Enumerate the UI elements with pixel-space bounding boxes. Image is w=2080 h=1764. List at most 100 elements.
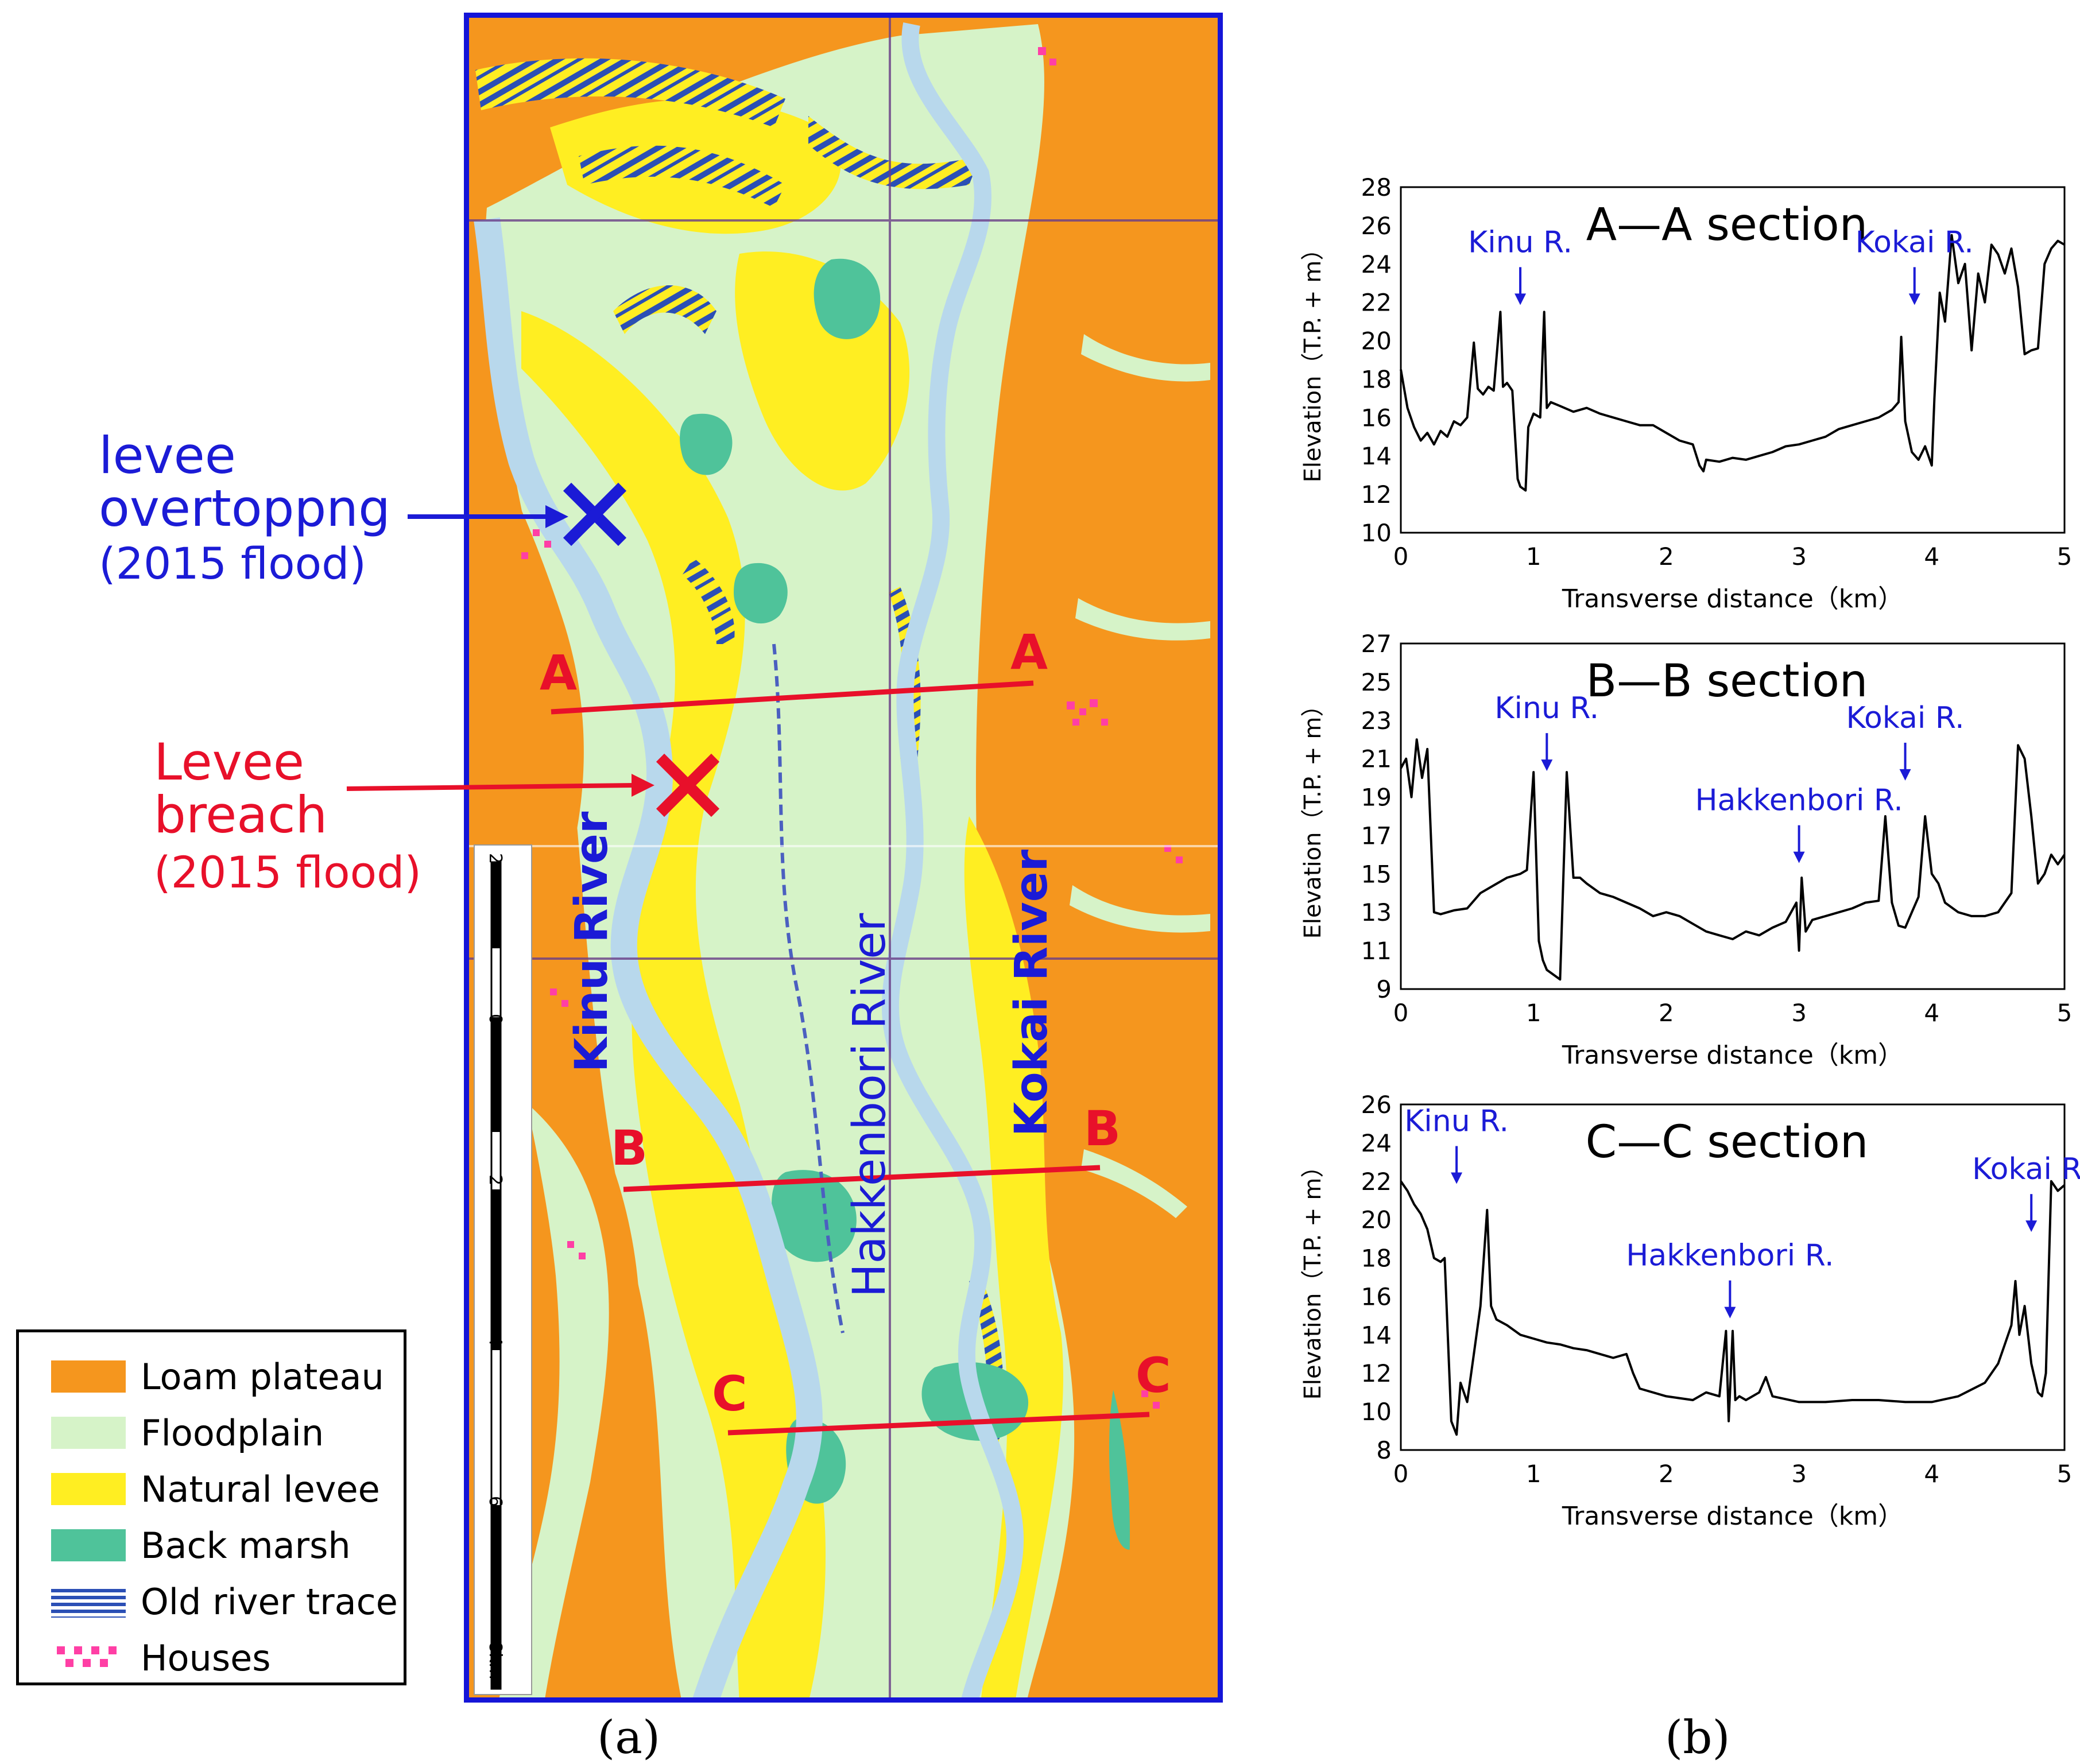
y-tick-label: 16 — [1361, 404, 1392, 432]
map-grid — [464, 13, 1223, 1703]
scale-tick-label: 4 — [485, 1335, 505, 1347]
river-annotation-arrowhead — [1899, 769, 1911, 781]
natural-levee-west — [521, 311, 826, 1703]
old-river-trace — [475, 58, 785, 127]
river-annotation-label: Kinu R. — [1468, 225, 1572, 259]
river-annotation-arrowhead — [2025, 1220, 2038, 1232]
river-annotation-arrowhead — [1515, 293, 1527, 305]
river-annotation-arrowhead — [1793, 851, 1805, 863]
overtopping-marker — [563, 482, 627, 546]
back-marsh-swatch — [51, 1529, 126, 1561]
breach-line-2: breach — [154, 785, 328, 844]
breach-marker — [656, 753, 720, 817]
y-tick-label: 10 — [1361, 519, 1392, 547]
east-loam-plateau — [1044, 24, 1223, 1703]
natural-levee-swatch — [51, 1473, 126, 1505]
river-annotation-label: Kokai R. — [1846, 701, 1964, 735]
legend-item-floodplain: Floodplain — [51, 1412, 324, 1454]
x-tick-label: 2 — [1659, 999, 1674, 1027]
elevation-line — [1400, 1180, 2066, 1436]
section-label-a-west: A — [540, 645, 578, 701]
y-tick-label: 11 — [1361, 937, 1392, 965]
scale-tick-label: 6 — [485, 1496, 505, 1507]
y-tick-label: 14 — [1361, 442, 1392, 470]
x-tick-label: 1 — [1526, 1460, 1541, 1488]
overtopping-line-3: (2015 flood) — [99, 538, 366, 589]
y-tick-label: 8 — [1376, 1436, 1392, 1464]
x-tick-label: 0 — [1393, 999, 1409, 1027]
legend-item-back-marsh: Back marsh — [51, 1524, 351, 1567]
kokai-river-label: Kokai River — [1006, 849, 1058, 1137]
breach-line-3: (2015 flood) — [154, 847, 421, 898]
legend-label: Natural levee — [141, 1468, 380, 1510]
x-tick-label: 1 — [1526, 542, 1541, 571]
chart-title: C—C section — [1586, 1116, 1869, 1168]
y-tick-label: 23 — [1361, 707, 1392, 735]
river-annotation-label: Hakkenbori R. — [1626, 1239, 1834, 1273]
y-axis-label: Elevation（T.P. + m） — [1300, 238, 1326, 483]
legend-item-natural-levee: Natural levee — [51, 1468, 380, 1510]
legend-label: Back marsh — [141, 1524, 351, 1567]
overtopping-line-2: overtoppng — [99, 479, 390, 538]
y-tick-label: 22 — [1361, 289, 1392, 317]
x-tick-label: 5 — [2057, 1460, 2073, 1488]
section-line-a — [551, 680, 1034, 715]
y-tick-label: 18 — [1361, 365, 1392, 393]
y-tick-label: 18 — [1361, 1245, 1392, 1273]
y-tick-label: 9 — [1376, 975, 1392, 1003]
map-frame — [464, 13, 1223, 1703]
y-tick-label: 25 — [1361, 668, 1392, 696]
houses — [521, 47, 1183, 1409]
x-tick-label: 4 — [1924, 542, 1939, 571]
river-annotation-label: Hakkenbori R. — [1695, 784, 1903, 818]
y-axis-label: Elevation（T.P. + m） — [1300, 1155, 1326, 1400]
y-tick-label: 26 — [1361, 1091, 1392, 1119]
section-label-a-east: A — [1010, 624, 1048, 680]
y-tick-label: 21 — [1361, 745, 1392, 773]
y-tick-label: 12 — [1361, 1359, 1392, 1387]
loam-swatch — [51, 1360, 126, 1393]
x-tick-label: 3 — [1791, 999, 1807, 1027]
kokai-river-channel — [881, 22, 1024, 1703]
y-tick-label: 26 — [1361, 212, 1392, 240]
x-tick-label: 3 — [1791, 542, 1807, 571]
river-annotation-arrowhead — [1908, 293, 1920, 305]
river-annotation-label: Kinu R. — [1404, 1104, 1509, 1139]
y-tick-label: 22 — [1361, 1168, 1392, 1196]
y-tick-label: 24 — [1361, 1129, 1392, 1157]
legend-label: Loam plateau — [141, 1355, 384, 1398]
river-annotation-label: Kinu R. — [1494, 691, 1599, 726]
overtopping-annotation: levee overtoppng (2015 flood) — [99, 431, 390, 586]
x-tick-label: 4 — [1924, 1460, 1939, 1488]
x-tick-label: 2 — [1659, 1460, 1674, 1488]
y-tick-label: 20 — [1361, 1206, 1392, 1234]
floodplain-swatch — [51, 1417, 126, 1449]
y-tick-label: 16 — [1361, 1282, 1392, 1311]
kinu-river-channel — [474, 217, 823, 1703]
y-axis-label: Elevation（T.P. + m） — [1300, 694, 1326, 939]
x-tick-label: 5 — [2057, 542, 2073, 571]
scale-bar — [474, 844, 532, 1695]
section-label-b-east: B — [1084, 1100, 1121, 1157]
y-tick-label: 20 — [1361, 327, 1392, 355]
houses-swatch — [57, 1646, 117, 1667]
y-tick-label: 14 — [1361, 1321, 1392, 1349]
scale-tick-label: 0 — [485, 1014, 505, 1025]
legend-label: Old river trace — [141, 1580, 398, 1623]
overtopping-arrow — [408, 505, 568, 528]
section-line-c — [727, 1412, 1150, 1436]
chart-title: B—B section — [1586, 656, 1868, 707]
x-axis-label: Transverse distance（km） — [1562, 1041, 1903, 1070]
elevation-line — [1400, 234, 2066, 492]
x-tick-label: 0 — [1393, 542, 1409, 571]
legend-label: Houses — [141, 1637, 271, 1679]
section-lines — [551, 680, 1150, 1436]
section-label-c-east: C — [1136, 1347, 1171, 1404]
y-tick-label: 17 — [1361, 821, 1392, 850]
river-annotation-arrowhead — [1451, 1172, 1463, 1184]
river-annotation-label: Kokai R. — [1856, 225, 1974, 259]
x-tick-label: 5 — [2057, 999, 2073, 1027]
x-tick-label: 1 — [1526, 999, 1541, 1027]
